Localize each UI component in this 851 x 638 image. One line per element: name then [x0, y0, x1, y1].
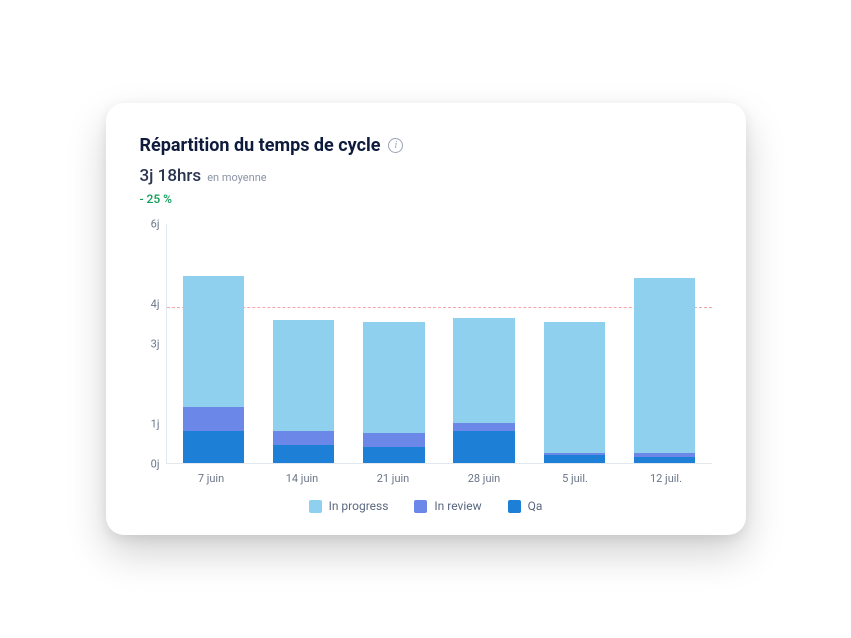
bar-segment-qa	[634, 457, 695, 463]
legend-item-in_review[interactable]: In review	[414, 499, 481, 513]
delta-value: - 25 %	[140, 192, 712, 206]
bar-segment-in_review	[363, 433, 424, 447]
bar-segment-in_progress	[183, 276, 244, 407]
y-tick: 3j	[151, 339, 160, 350]
legend-swatch	[414, 500, 427, 513]
bar-segment-qa	[363, 447, 424, 463]
bar-segment-in_progress	[273, 320, 334, 432]
bar-column	[169, 224, 259, 463]
bar[interactable]	[363, 322, 424, 463]
chart: 6j4j3j1j0j	[140, 224, 712, 464]
y-tick: 6j	[151, 219, 160, 230]
bar-segment-in_progress	[363, 322, 424, 434]
cycle-time-card: Répartition du temps de cycle i 3j 18hrs…	[106, 103, 746, 535]
x-tick: 28 juin	[439, 472, 530, 485]
average-suffix: en moyenne	[207, 171, 266, 184]
bar[interactable]	[634, 278, 695, 463]
bar[interactable]	[544, 322, 605, 463]
x-tick: 14 juin	[257, 472, 348, 485]
legend-label: In progress	[329, 499, 389, 513]
bar-segment-in_progress	[453, 318, 514, 424]
x-axis: 7 juin14 juin21 juin28 juin5 juil.12 jui…	[166, 472, 712, 485]
legend-item-qa[interactable]: Qa	[508, 499, 543, 513]
bar-column	[259, 224, 349, 463]
y-tick: 1j	[151, 419, 160, 430]
bar-segment-qa	[544, 455, 605, 463]
bar-segment-in_review	[183, 407, 244, 431]
y-tick: 4j	[151, 299, 160, 310]
bar-column	[619, 224, 709, 463]
legend-label: In review	[434, 499, 481, 513]
bars-container	[167, 224, 712, 463]
bar-segment-in_progress	[634, 278, 695, 453]
bar[interactable]	[183, 276, 244, 463]
y-axis: 6j4j3j1j0j	[140, 224, 166, 464]
legend-label: Qa	[528, 499, 543, 513]
bar-column	[349, 224, 439, 463]
legend-item-in_progress[interactable]: In progress	[309, 499, 389, 513]
plot-area	[166, 224, 712, 464]
bar-segment-in_progress	[544, 322, 605, 453]
bar-segment-qa	[453, 431, 514, 463]
x-tick: 12 juil.	[621, 472, 712, 485]
average-value: 3j 18hrs	[140, 166, 202, 186]
card-header: Répartition du temps de cycle i	[140, 135, 712, 156]
bar-segment-qa	[273, 445, 334, 463]
summary-row: 3j 18hrs en moyenne	[140, 166, 712, 186]
bar[interactable]	[273, 320, 334, 463]
legend: In progress In review Qa	[140, 499, 712, 513]
bar[interactable]	[453, 318, 514, 463]
y-tick: 0j	[151, 459, 160, 470]
legend-swatch	[309, 500, 322, 513]
info-icon[interactable]: i	[388, 138, 403, 153]
bar-segment-in_review	[453, 423, 514, 431]
card-title: Répartition du temps de cycle	[140, 135, 381, 156]
x-tick: 7 juin	[166, 472, 257, 485]
bar-column	[529, 224, 619, 463]
bar-column	[439, 224, 529, 463]
bar-segment-qa	[183, 431, 244, 463]
bar-segment-in_review	[273, 431, 334, 445]
x-tick: 21 juin	[348, 472, 439, 485]
x-tick: 5 juil.	[530, 472, 621, 485]
legend-swatch	[508, 500, 521, 513]
